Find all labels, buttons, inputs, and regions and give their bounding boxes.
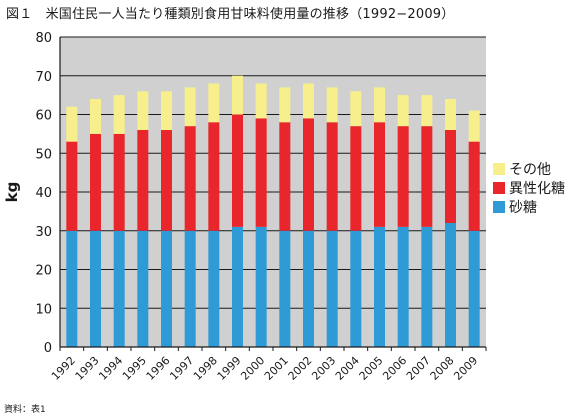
bar-segment-other bbox=[350, 91, 362, 127]
x-tick-label: 2002 bbox=[286, 354, 315, 383]
bar-segment-other bbox=[279, 87, 291, 123]
bar-segment-sugar bbox=[421, 226, 433, 347]
x-tick-label: 2000 bbox=[238, 354, 267, 383]
bar-segment-hfcs bbox=[397, 126, 409, 227]
bar-segment-sugar bbox=[66, 230, 78, 347]
bar-segment-other bbox=[90, 99, 101, 134]
bar-segment-sugar bbox=[397, 226, 409, 347]
legend-swatch bbox=[493, 163, 505, 175]
bar-segment-other bbox=[397, 95, 409, 127]
y-tick-label: 50 bbox=[35, 147, 52, 162]
y-tick-label: 20 bbox=[35, 264, 52, 279]
bar-segment-other bbox=[326, 87, 338, 123]
bar-segment-other bbox=[374, 87, 385, 123]
y-tick-label: 40 bbox=[35, 186, 52, 201]
bar-segment-other bbox=[161, 91, 172, 130]
x-tick-label: 1995 bbox=[120, 354, 149, 383]
x-tick-label: 1993 bbox=[73, 354, 102, 383]
x-tick-label: 1998 bbox=[191, 354, 220, 383]
bar-segment-hfcs bbox=[326, 122, 338, 231]
bar-segment-hfcs bbox=[113, 133, 125, 231]
bar-segment-other bbox=[208, 83, 220, 123]
bar-segment-other bbox=[421, 95, 433, 127]
bar-segment-hfcs bbox=[137, 130, 149, 231]
bar-segment-hfcs bbox=[208, 122, 220, 231]
bar-segment-hfcs bbox=[374, 122, 385, 227]
bar-segment-other bbox=[255, 83, 267, 119]
x-tick-label: 2003 bbox=[309, 354, 338, 383]
y-tick-label: 60 bbox=[35, 109, 52, 124]
legend-label: その他 bbox=[509, 162, 551, 178]
bar-segment-hfcs bbox=[303, 118, 314, 231]
source-note: 資料：表1 bbox=[4, 405, 46, 415]
bar-segment-sugar bbox=[184, 230, 196, 347]
bar-segment-sugar bbox=[137, 230, 149, 347]
bar-segment-hfcs bbox=[161, 130, 172, 231]
bar-segment-sugar bbox=[468, 230, 480, 347]
bar-segment-other bbox=[66, 106, 78, 142]
y-tick-label: 30 bbox=[35, 225, 52, 240]
legend-swatch bbox=[493, 182, 505, 194]
bar-segment-hfcs bbox=[232, 114, 243, 227]
legend-label: 異性化糖 bbox=[509, 181, 565, 197]
bar-segment-other bbox=[113, 95, 125, 134]
bar-segment-sugar bbox=[445, 223, 456, 347]
bar-segment-hfcs bbox=[468, 141, 480, 231]
bar-segment-sugar bbox=[374, 226, 385, 347]
chart-title: 図１ 米国住民一人当たり種類別食用甘味料使用量の推移（1992−2009） bbox=[6, 7, 455, 22]
bar-segment-hfcs bbox=[350, 126, 362, 231]
bar-segment-sugar bbox=[208, 230, 220, 347]
x-tick-label: 1994 bbox=[96, 354, 125, 383]
bar-segment-other bbox=[232, 75, 243, 115]
bar-segment-sugar bbox=[232, 226, 243, 347]
bar-segment-hfcs bbox=[255, 118, 267, 227]
x-tick-label: 2004 bbox=[333, 354, 362, 383]
legend-swatch bbox=[493, 201, 505, 213]
bar-segment-sugar bbox=[161, 230, 172, 347]
bar-segment-hfcs bbox=[279, 122, 291, 231]
bar-segment-sugar bbox=[326, 230, 338, 347]
bar-segment-sugar bbox=[255, 226, 267, 347]
bar-segment-other bbox=[303, 83, 314, 119]
x-tick-label: 2009 bbox=[451, 354, 480, 383]
x-tick-label: 2005 bbox=[357, 354, 386, 383]
bar-segment-other bbox=[137, 91, 149, 130]
bar-segment-other bbox=[184, 87, 196, 127]
bar-segment-hfcs bbox=[184, 126, 196, 231]
bar-segment-sugar bbox=[90, 230, 101, 347]
y-axis-label: kg bbox=[3, 182, 21, 203]
x-tick-label: 2006 bbox=[380, 354, 409, 383]
x-tick-label: 2007 bbox=[404, 354, 433, 383]
y-tick-label: 80 bbox=[35, 31, 52, 46]
x-tick-label: 1997 bbox=[167, 354, 196, 383]
x-tick-label: 1999 bbox=[215, 354, 244, 383]
bar-segment-hfcs bbox=[445, 130, 456, 223]
x-tick-label: 2001 bbox=[262, 354, 291, 383]
bar-segment-other bbox=[445, 99, 456, 130]
legend-label: 砂糖 bbox=[509, 200, 537, 216]
bar-segment-sugar bbox=[303, 230, 314, 347]
bar-segment-hfcs bbox=[421, 126, 433, 227]
y-tick-label: 10 bbox=[35, 302, 52, 317]
bar-segment-sugar bbox=[350, 230, 362, 347]
bar-segment-hfcs bbox=[66, 141, 78, 231]
y-tick-label: 70 bbox=[35, 70, 52, 85]
x-tick-label: 1996 bbox=[144, 354, 173, 383]
bar-segment-other bbox=[468, 110, 480, 142]
y-tick-label: 0 bbox=[44, 341, 52, 356]
x-tick-label: 1992 bbox=[49, 354, 78, 383]
bar-segment-hfcs bbox=[90, 133, 101, 231]
x-tick-label: 2008 bbox=[428, 354, 457, 383]
bar-segment-sugar bbox=[279, 230, 291, 347]
bar-segment-sugar bbox=[113, 230, 125, 347]
